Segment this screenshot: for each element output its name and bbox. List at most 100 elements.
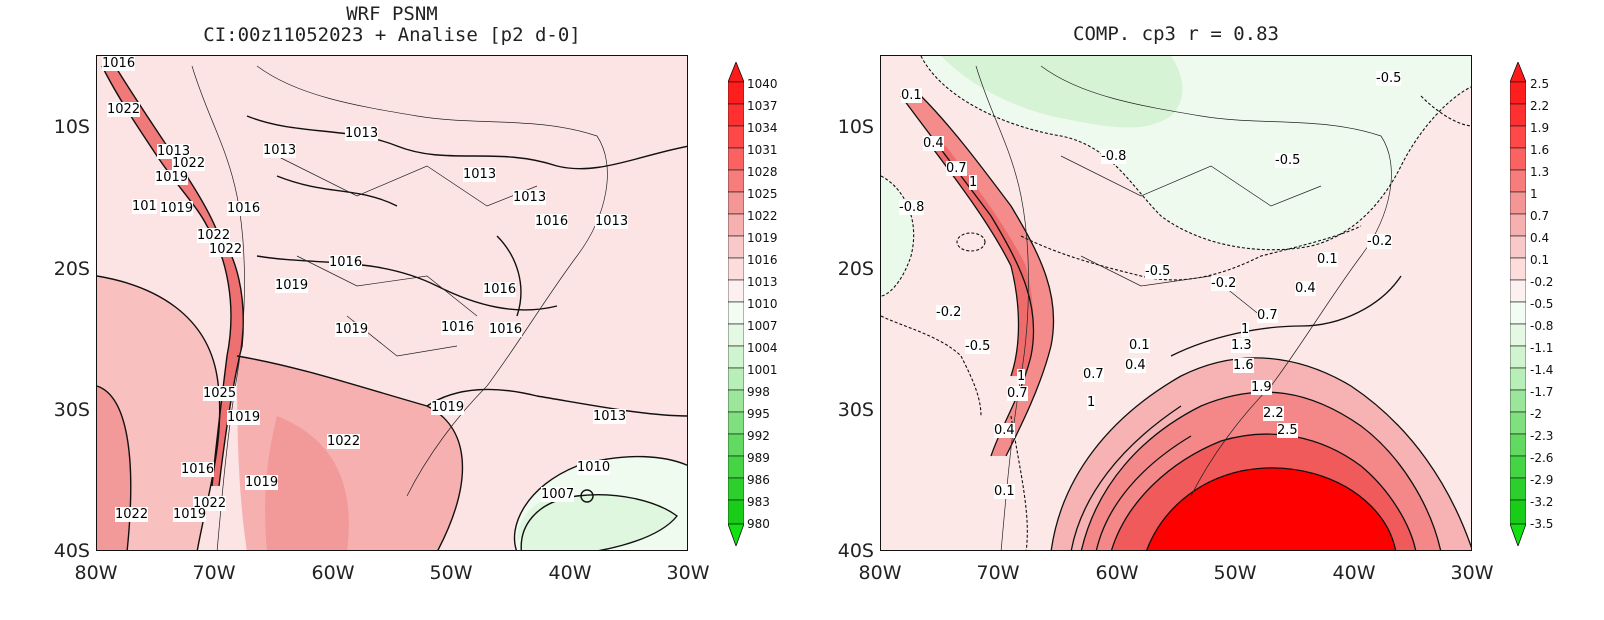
contour-label: 1019 [431,400,465,415]
contour-label: -0.8 [899,200,925,215]
contour-label: -0.5 [1145,264,1171,279]
contour-label: 101 [132,199,157,214]
contour-label: 1019 [335,322,369,337]
colorbar-label: 1001 [747,363,778,377]
contour-label: 1016 [489,322,523,337]
contour-label: -0.5 [1376,71,1402,86]
colorbar-label: 1 [1530,187,1538,201]
colorbar-label: 1019 [747,231,778,245]
contour-label: 0.1 [994,484,1015,499]
right-region-andes-core [931,146,1034,376]
contour-label: 1016 [483,282,517,297]
colorbar-label: 989 [747,451,770,465]
contour-label: -0.5 [965,339,991,354]
colorbar-label: -2 [1530,407,1542,421]
colorbar-label: 0.7 [1530,209,1550,223]
colorbar-label: 1007 [747,319,778,333]
contour-label: 1 [1241,322,1250,337]
right-lat-tick: 30S [837,399,874,421]
contour-label: 1022 [115,507,149,522]
left-lon-tick: 40W [548,562,592,584]
contour-label: 1019 [155,170,189,185]
contour-label: 1013 [513,190,547,205]
left-map-svg [97,56,687,550]
right-lat-tick: 20S [837,258,874,280]
contour-label: 1016 [535,214,569,229]
contour-label: -0.2 [1211,276,1237,291]
right-lon-tick: 60W [1095,562,1139,584]
left-lon-tick: 60W [311,562,355,584]
contour-label: 1013 [593,409,627,424]
colorbar-label: -0.2 [1530,275,1554,289]
contour-label: 1.9 [1251,380,1272,395]
contour-label: 1019 [160,201,194,216]
colorbar-label: 1.6 [1530,143,1550,157]
contour-label: 0.7 [1007,386,1028,401]
left-lat-tick: 10S [53,116,90,138]
right-map-svg [881,56,1471,550]
colorbar-label: -0.8 [1530,319,1554,333]
contour-label: 1016 [329,255,363,270]
colorbar-label: 1.9 [1530,121,1550,135]
right-colorbar [1509,60,1527,548]
colorbar-label: -1.7 [1530,385,1554,399]
contour-label: 1013 [595,214,629,229]
left-title-line2: CI:00z11052023 + Analise [p2 d-0] [203,24,581,46]
right-colorbar-svg [1509,60,1527,548]
left-lat-tick: 20S [53,258,90,280]
colorbar-label: 986 [747,473,770,487]
colorbar-label: 1028 [747,165,778,179]
colorbar-label: 992 [747,429,770,443]
contour-label: 1 [969,175,978,190]
contour-label: 0.7 [1257,308,1278,323]
colorbar-label: -1.4 [1530,363,1554,377]
left-title: WRF PSNM CI:00z11052023 + Analise [p2 d-… [96,4,688,46]
contour-label: 0.1 [1317,252,1338,267]
contour-label: 1022 [197,228,231,243]
colorbar-label: 1010 [747,297,778,311]
right-region-north-mid [941,56,1183,128]
left-lon-tick: 70W [192,562,236,584]
contour-label: 1016 [102,56,136,71]
contour-label: 1016 [181,462,215,477]
contour-label: 1.3 [1231,338,1252,353]
contour-label: 1016 [441,320,475,335]
colorbar-label: 0.1 [1530,253,1550,267]
left-lat-tick: 40S [53,540,90,562]
colorbar-label: 1025 [747,187,778,201]
contour-label: 0.4 [994,423,1015,438]
contour-label: 1022 [172,156,206,171]
left-map: 1016 1022 1013 1022 1019 101 1019 1016 1… [96,55,688,551]
colorbar-label: 1022 [747,209,778,223]
left-region-andes-south [207,226,244,486]
colorbar-label: 1037 [747,99,778,113]
left-region-low-inner [517,494,677,550]
contour-label: 1013 [263,143,297,158]
right-lon-tick: 30W [1450,562,1494,584]
contour-label: 0.4 [1125,358,1146,373]
contour-label: 1022 [107,102,141,117]
contour-label: -0.5 [1275,153,1301,168]
colorbar-label: 1013 [747,275,778,289]
contour-label: -0.8 [1101,149,1127,164]
contour-label: 0.4 [923,136,944,151]
colorbar-label: 1.3 [1530,165,1550,179]
contour-label: 0.1 [1129,338,1150,353]
contour-label: 1016 [227,201,261,216]
right-contour-labels: 0.1 0.4 0.7 1 -0.8 -0.8 -0.5 -0.5 -0.2 -… [881,56,1471,550]
colorbar-label: -1.1 [1530,341,1554,355]
colorbar-label: 980 [747,517,770,531]
contour-label: 1.6 [1233,358,1254,373]
contour-label: 1013 [345,126,379,141]
contour-label: 1 [1017,369,1026,384]
left-lat-tick: 30S [53,399,90,421]
right-lon-tick: 50W [1213,562,1257,584]
contour-label: -0.2 [936,305,962,320]
colorbar-label: 1004 [747,341,778,355]
colorbar-label: 1016 [747,253,778,267]
colorbar-label: 2.5 [1530,77,1550,91]
contour-label: 1022 [209,242,243,257]
contour-label: 1019 [245,475,279,490]
colorbar-label: -2.6 [1530,451,1554,465]
right-lat-tick: 10S [837,116,874,138]
